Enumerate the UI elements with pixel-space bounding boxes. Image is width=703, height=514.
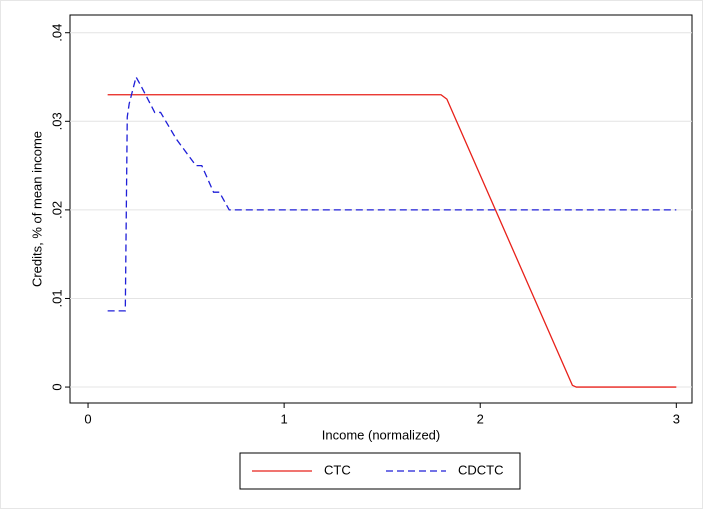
y-tick-label: 0 [49,383,64,390]
y-tick-label: .04 [49,24,64,42]
x-tick-label: 1 [281,411,288,426]
y-axis-title: Credits, % of mean income [29,131,44,287]
x-tick-label: 2 [477,411,484,426]
x-tick-label: 3 [673,411,680,426]
x-axis-title: Income (normalized) [322,427,441,442]
y-tick-label: .02 [49,201,64,219]
legend-label: CTC [324,462,351,477]
y-tick-label: .01 [49,289,64,307]
x-tick-label: 0 [84,411,91,426]
series-line [107,94,677,388]
y-tick-label: .03 [49,112,64,130]
legend-label: CDCTC [458,462,504,477]
plot-area [69,14,693,404]
series-line [107,75,677,312]
